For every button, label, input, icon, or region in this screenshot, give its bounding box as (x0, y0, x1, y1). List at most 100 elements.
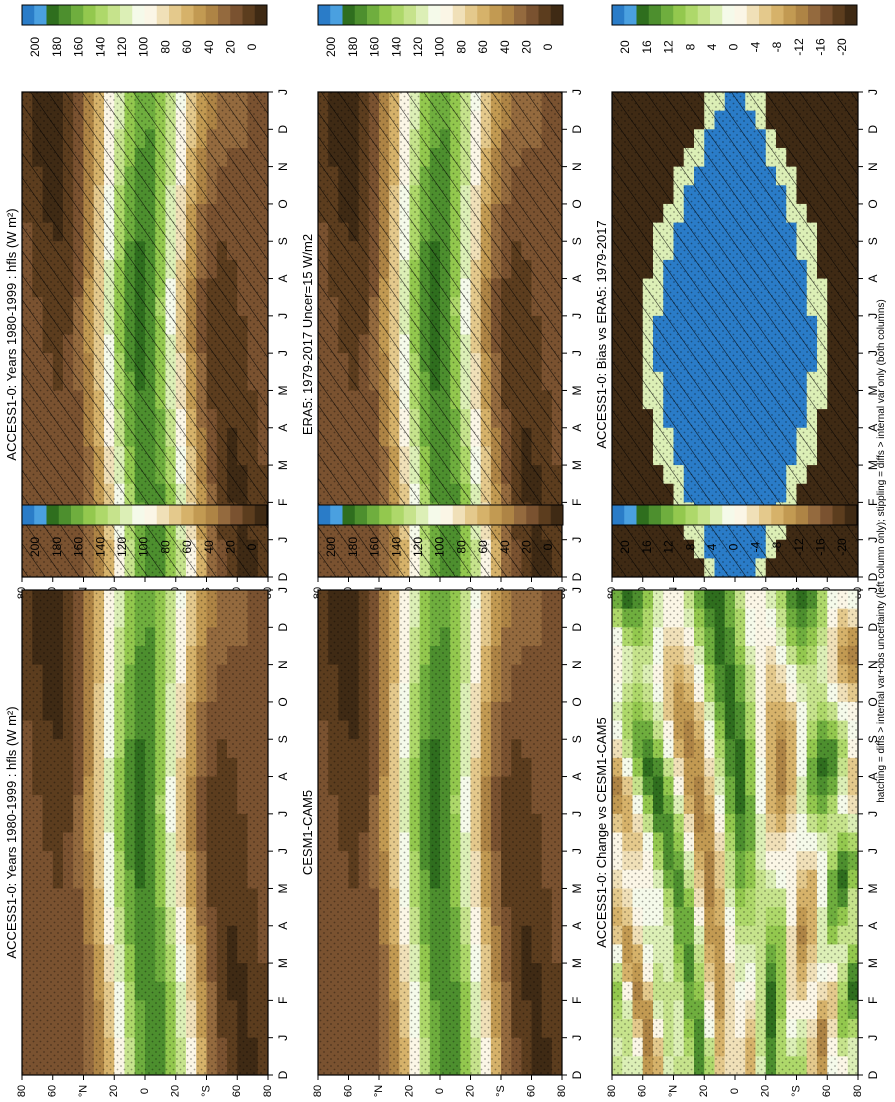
colorbar-tick-label: 12 (662, 540, 676, 554)
month-tick-label: M (276, 460, 290, 470)
month-tick-label: M (866, 385, 880, 395)
colorbar-tick-label: 120 (115, 537, 129, 557)
colorbar-swatch (354, 505, 368, 525)
month-tick-label: F (276, 997, 290, 1004)
colorbar-swatch (795, 505, 809, 525)
month-tick-label: A (276, 424, 290, 432)
colorbar-swatch (624, 5, 637, 25)
month-tick-label: J (866, 89, 880, 95)
colorbar-tick-label: 200 (324, 537, 338, 557)
colorbar-tick-label: 80 (158, 40, 172, 54)
month-tick-label: O (570, 697, 584, 706)
colorbar-frame (611, 504, 858, 526)
colorbar-swatch (722, 5, 735, 25)
colorbar-swatch (354, 5, 368, 25)
colorbar-tick-label: 40 (202, 40, 216, 54)
month-tick-label: J (866, 1035, 880, 1041)
colorbar-swatch (83, 505, 96, 525)
colorbar-swatch (205, 5, 219, 25)
colorbar-tick-label: 180 (50, 37, 64, 57)
panel-title: ACCESS1-0: Change vs CESM1-CAM5 (594, 717, 609, 947)
month-tick-label: J (570, 350, 584, 356)
colorbar-swatch (771, 5, 784, 25)
stippling-overlay (22, 590, 268, 1075)
colorbar-swatch (318, 505, 331, 525)
colorbar-tick-label: 160 (368, 37, 382, 57)
colorbar-swatch (144, 505, 158, 525)
colorbar-swatch (71, 5, 84, 25)
colorbar-swatch (367, 5, 380, 25)
colorbar-swatch (95, 5, 109, 25)
colorbar-swatch (477, 505, 490, 525)
month-tick-label: J (570, 89, 584, 95)
colorbar: 200 180 160 140 120 100 80 60 40 20 0 (317, 4, 564, 57)
colorbar-tick-label: 160 (368, 537, 382, 557)
month-tick-label: M (570, 385, 584, 395)
colorbar-tick-label: 100 (137, 37, 151, 57)
lat-tick-label: °S (495, 1085, 507, 1097)
month-tick-label: J (570, 1035, 584, 1041)
colorbar: 20 16 12 8 4 0 -4 -8 -12 -16 -20 (611, 504, 858, 556)
month-tick-label: D (276, 1070, 290, 1079)
month-tick-label: A (276, 922, 290, 930)
colorbar-swatch (181, 505, 194, 525)
colorbar-tick-label: 20 (519, 540, 533, 554)
lat-tick-label: 20 (108, 1085, 120, 1097)
colorbar-tick-label: 100 (137, 537, 151, 557)
month-tick-label: F (276, 499, 290, 506)
month-tick-label: A (866, 922, 880, 930)
colorbar-swatch (120, 505, 133, 525)
month-tick-label: A (570, 773, 584, 781)
colorbar-tick-label: 16 (640, 40, 654, 54)
colorbar-swatch (452, 505, 466, 525)
colorbar-swatch (612, 505, 625, 525)
colorbar-swatch (22, 505, 35, 525)
colorbar-tick-label: 8 (683, 43, 697, 50)
colorbar-tick-label: 140 (389, 37, 403, 57)
lat-tick-label: 20 (403, 1085, 415, 1097)
colorbar-swatch (501, 5, 515, 25)
colorbar-swatch (526, 5, 539, 25)
colorbar-tick-label: 180 (50, 537, 64, 557)
panel-title: ACCESS1-0: Years 1980-1999 : hfls (W m²) (4, 208, 19, 460)
colorbar-swatch (120, 5, 133, 25)
month-tick-label: A (866, 275, 880, 283)
colorbar-tick-label: 60 (180, 540, 194, 554)
colorbars-layer: 200 180 160 140 120 100 80 60 40 20 0 200 180 160 140 1… (21, 4, 858, 557)
colorbar-swatch (820, 5, 833, 25)
colorbar-swatch (330, 505, 343, 525)
month-tick-label: M (866, 883, 880, 893)
month-tick-label: A (570, 424, 584, 432)
lat-tick-label: 80 (312, 1085, 324, 1097)
colorbar-swatch (391, 505, 405, 525)
colorbar-swatch (193, 5, 207, 25)
lat-tick-label: 60 (821, 1085, 833, 1097)
colorbar-tick-label: 180 (346, 537, 360, 557)
colorbar-swatch (501, 505, 515, 525)
colorbar-swatch (107, 505, 121, 525)
colorbar-tick-label: 80 (454, 540, 468, 554)
colorbar-tick-label: 160 (72, 37, 86, 57)
colorbar-tick-label: 16 (640, 540, 654, 554)
colorbar-tick-label: -20 (835, 38, 849, 56)
colorbar-swatch (673, 5, 686, 25)
panel-left-top: DJFMAMJJASONDJ8060°N20020°S6080ACCESS1-0… (4, 89, 290, 599)
month-tick-label: S (276, 237, 290, 245)
colorbar-swatch (379, 505, 392, 525)
colorbar-swatch (844, 5, 858, 25)
colorbar-swatch (808, 505, 821, 525)
month-tick-label: F (866, 997, 880, 1004)
month-tick-label: J (570, 313, 584, 319)
colorbar-swatch (22, 5, 35, 25)
colorbar-tick-label: 140 (389, 537, 403, 557)
colorbar-swatch (685, 5, 699, 25)
month-tick-label: F (570, 499, 584, 506)
month-tick-label: N (570, 660, 584, 669)
colorbar-tick-label: 20 (223, 540, 237, 554)
colorbar-swatch (477, 5, 490, 25)
colorbar-swatch (46, 5, 60, 25)
colorbar-tick-label: 0 (541, 43, 555, 50)
lat-tick-label: 80 (852, 1085, 864, 1097)
month-tick-label: A (866, 424, 880, 432)
